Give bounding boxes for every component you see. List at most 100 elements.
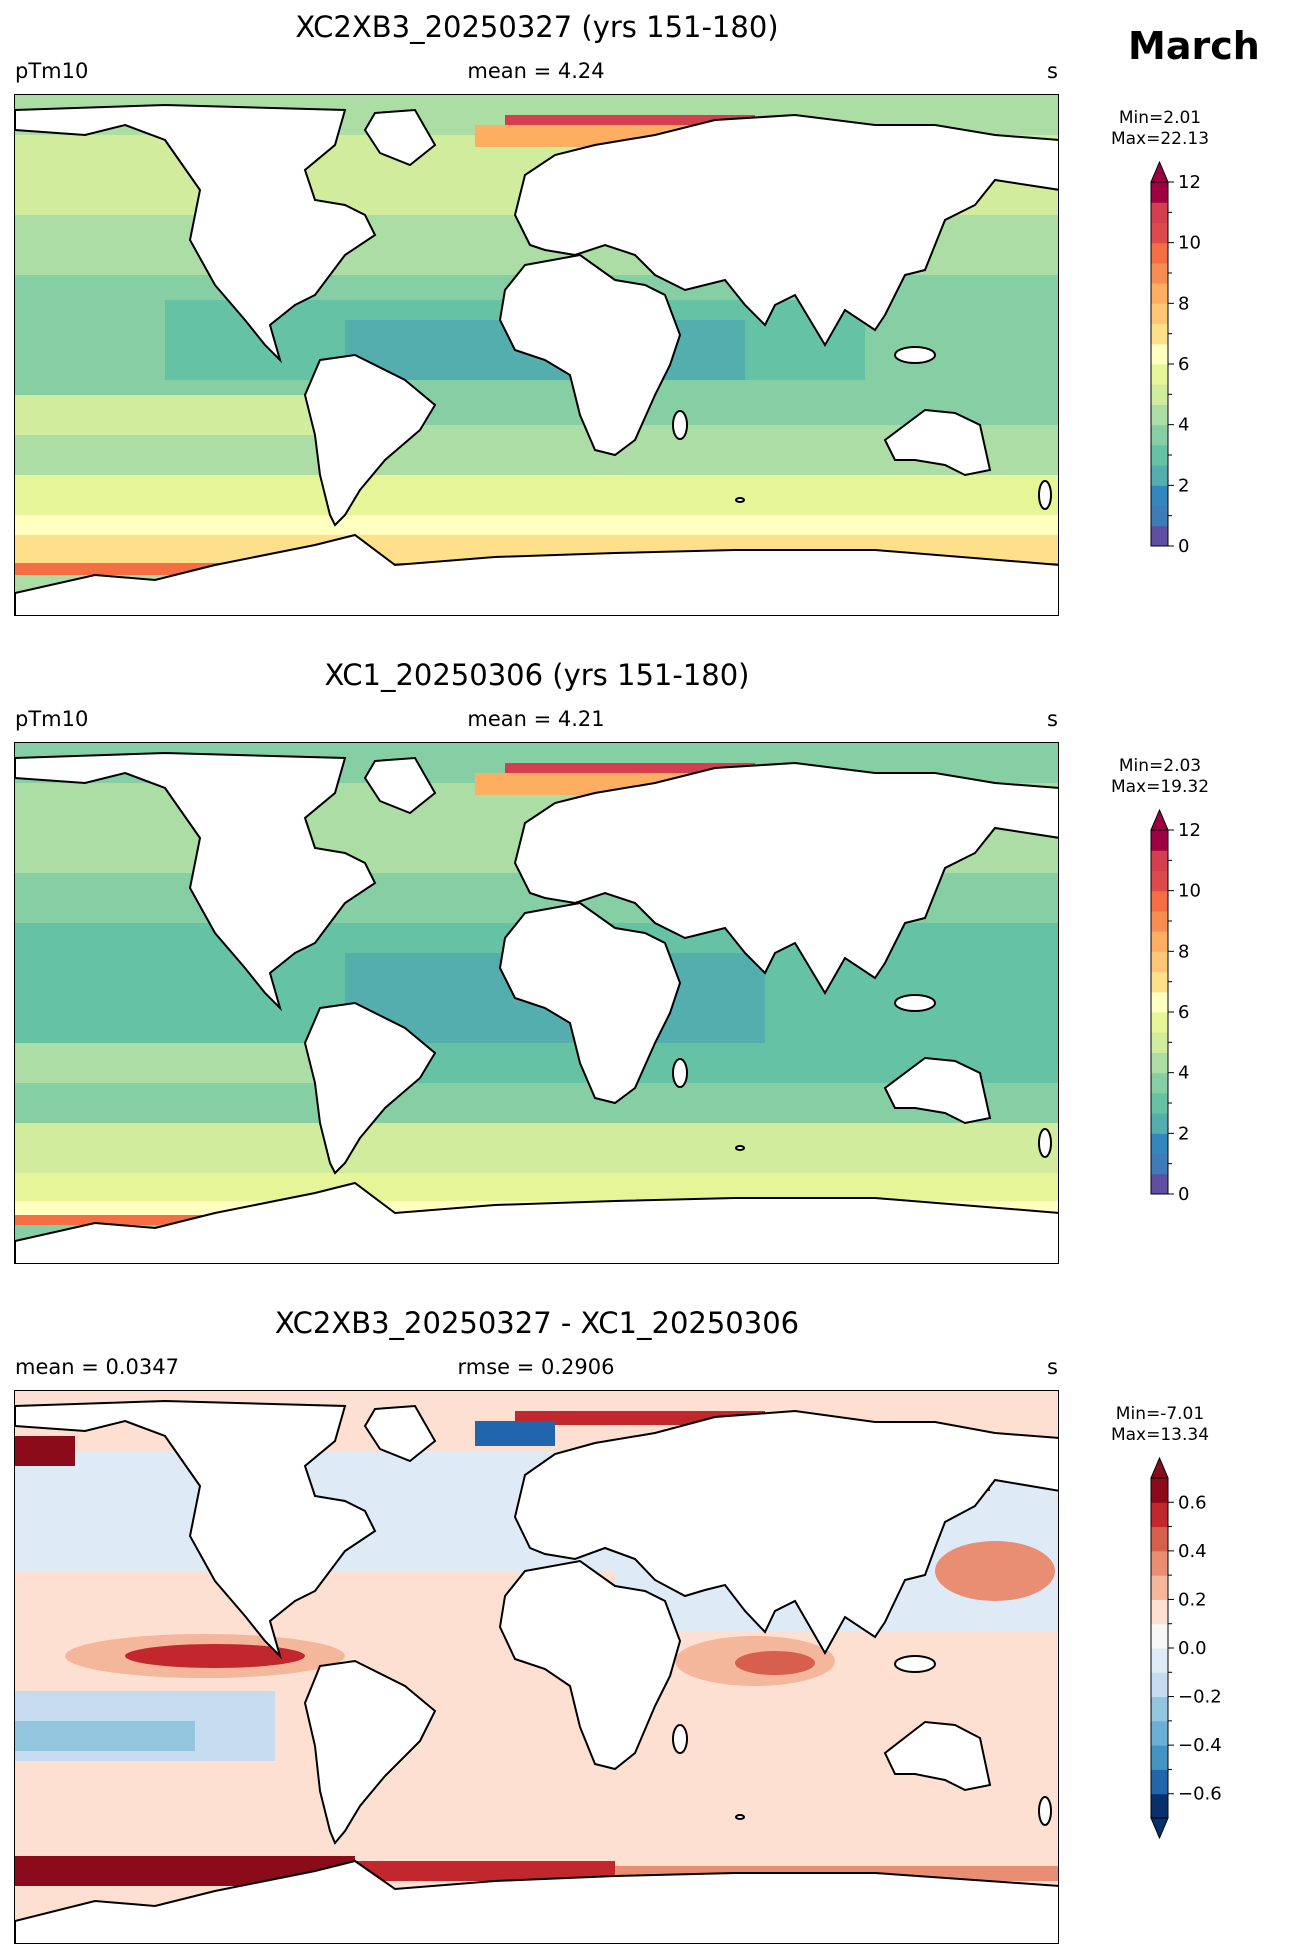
colorbar-segment: [1151, 971, 1168, 993]
colorbar-segment: [1151, 931, 1168, 952]
colorbar-segment: [1151, 1113, 1168, 1134]
panel-1-min-label: Min=2.01: [1118, 108, 1202, 128]
colorbar-segment: [1151, 1672, 1168, 1698]
colorbar-segment: [1151, 242, 1168, 264]
colorbar-tick-label: 12: [1178, 820, 1201, 841]
colorbar-tick-label: 0: [1178, 536, 1189, 557]
colorbar-segment: [1151, 870, 1168, 892]
colorbar-segment: [1151, 951, 1168, 973]
panel-2-map: [14, 742, 1059, 1264]
colorbar-segment: [1151, 262, 1168, 284]
colorbar-tick-label: 12: [1178, 172, 1201, 193]
colorbar-tick-label: 0.4: [1178, 1541, 1207, 1562]
colorbar-extend-min: [1150, 1817, 1169, 1840]
colorbar-segment: [1151, 910, 1168, 932]
panel-1-colorbar: 0 2 4 6 8 10 12: [1150, 160, 1230, 558]
panel-2-colorbar-svg: 0 2 4 6 8 10 12: [1150, 808, 1201, 1205]
colorbar-segment: [1151, 505, 1168, 527]
colorbar-segment: [1151, 1032, 1168, 1053]
colorbar-segment: [1151, 1720, 1168, 1746]
colorbar-segment: [1151, 343, 1168, 365]
panel-3-mean-label: mean = 0.0347: [15, 1355, 179, 1379]
colorbar-segment: [1151, 1052, 1168, 1074]
colorbar-tick-label: 0.2: [1178, 1589, 1207, 1610]
colorbar-segment: [1151, 1012, 1168, 1033]
colorbar-segment: [1151, 182, 1168, 203]
panel-3-colorbar-svg: −0.6 −0.4 −0.2 0.0 0.2 0.4 0.6: [1150, 1456, 1222, 1840]
panel-1-max-label: Max=22.13: [1110, 129, 1210, 149]
colorbar-segment: [1151, 424, 1168, 446]
colorbar-extend-max: [1150, 160, 1169, 183]
panel-3-units-label: s: [1047, 1355, 1058, 1379]
panel-2-colorbar: 0 2 4 6 8 10 12: [1150, 808, 1230, 1206]
colorbar-segment: [1151, 1648, 1168, 1673]
colorbar-segment: [1151, 283, 1168, 304]
panel-3-min-label: Min=-7.01: [1115, 1404, 1205, 1424]
colorbar-segment: [1151, 1769, 1168, 1795]
panel-3-map: [14, 1390, 1059, 1944]
colorbar-segment: [1151, 525, 1168, 547]
colorbar-tick-label: 8: [1178, 941, 1189, 962]
panel-2-min-label: Min=2.03: [1118, 756, 1202, 776]
colorbar-tick-label: 0.6: [1178, 1492, 1207, 1513]
panel-1-colorbar-svg: 0 2 4 6 8 10 12: [1150, 160, 1201, 557]
colorbar-segment: [1151, 1478, 1168, 1503]
colorbar-segment: [1151, 202, 1168, 223]
colorbar-segment: [1151, 1793, 1168, 1819]
colorbar-segment: [1151, 1745, 1168, 1770]
colorbar-tick-label: 10: [1178, 881, 1201, 902]
colorbar-tick-label: 0.0: [1178, 1638, 1207, 1659]
colorbar-segment: [1151, 404, 1168, 426]
colorbar-tick-label: 2: [1178, 475, 1189, 496]
panel-1-units-label: s: [1047, 59, 1058, 83]
colorbar-tick-label: 8: [1178, 293, 1189, 314]
panel-3-title: XC2XB3_20250327 - XC1_20250306: [274, 1306, 800, 1340]
colorbar-segment: [1151, 485, 1168, 507]
colorbar-segment: [1151, 1575, 1168, 1600]
colorbar-segment: [1151, 1696, 1168, 1722]
colorbar-segment: [1151, 1153, 1168, 1175]
colorbar-tick-label: 6: [1178, 1002, 1189, 1023]
colorbar-segment: [1151, 1526, 1168, 1552]
panel-1-title: XC2XB3_20250327 (yrs 151-180): [295, 10, 779, 44]
month-title: March: [1128, 24, 1260, 68]
colorbar-segment: [1151, 991, 1168, 1013]
colorbar-tick-label: −0.2: [1178, 1687, 1222, 1708]
colorbar-segment: [1151, 1072, 1168, 1094]
colorbar-segment: [1151, 1502, 1168, 1528]
colorbar-segment: [1151, 1550, 1168, 1576]
colorbar-segment: [1151, 890, 1168, 912]
colorbar-segment: [1151, 850, 1168, 871]
panel-2-mean-label: mean = 4.21: [467, 707, 605, 731]
colorbar-segment: [1151, 444, 1168, 466]
colorbar-segment: [1151, 1092, 1168, 1114]
panel-1-variable-label: pTm10: [15, 59, 89, 83]
colorbar-segment: [1151, 222, 1168, 244]
colorbar-segment: [1151, 303, 1168, 325]
colorbar-tick-label: 10: [1178, 233, 1201, 254]
panel-2-max-label: Max=19.32: [1110, 777, 1210, 797]
colorbar-tick-label: 2: [1178, 1123, 1189, 1144]
colorbar-segment: [1151, 1599, 1168, 1625]
colorbar-extend-max: [1150, 1456, 1169, 1479]
colorbar-segment: [1151, 465, 1168, 486]
panel-3-max-label: Max=13.34: [1110, 1425, 1210, 1445]
colorbar-tick-label: −0.6: [1178, 1784, 1222, 1805]
panel-2-units-label: s: [1047, 707, 1058, 731]
colorbar-segment: [1151, 1173, 1168, 1195]
colorbar-extend-max: [1150, 808, 1169, 831]
colorbar-tick-label: 4: [1178, 415, 1189, 436]
panel-2-title: XC1_20250306 (yrs 151-180): [324, 658, 750, 692]
colorbar-segment: [1151, 364, 1168, 385]
colorbar-tick-label: 6: [1178, 354, 1189, 375]
colorbar-segment: [1151, 1133, 1168, 1155]
colorbar-tick-label: 4: [1178, 1063, 1189, 1084]
colorbar-segment: [1151, 384, 1168, 405]
panel-1-mean-label: mean = 4.24: [467, 59, 605, 83]
colorbar-tick-label: −0.4: [1178, 1735, 1222, 1756]
colorbar-tick-label: 0: [1178, 1184, 1189, 1205]
panel-2-variable-label: pTm10: [15, 707, 89, 731]
panel-1-map: [14, 94, 1059, 616]
panel-3-rmse-label: rmse = 0.2906: [457, 1355, 615, 1379]
colorbar-segment: [1151, 323, 1168, 345]
